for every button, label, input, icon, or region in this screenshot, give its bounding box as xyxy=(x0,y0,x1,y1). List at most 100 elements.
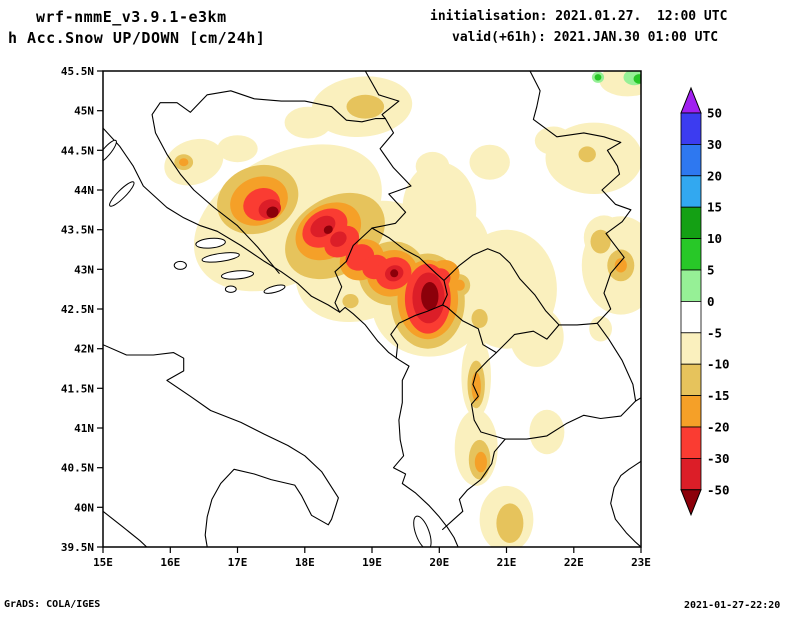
geography-layer xyxy=(103,71,641,547)
colorbar-segment xyxy=(680,363,702,397)
y-tick-label: 39.5N xyxy=(61,541,94,554)
country-border xyxy=(334,227,373,313)
snow-contour-blob xyxy=(509,306,564,367)
country-border xyxy=(442,304,560,354)
axes-layer: 15E 16E 17E 18E 19E 20E 21E 22E 23E 45.5N 45N 44.5N… xyxy=(61,65,651,569)
colorbar-tick-label: 10 xyxy=(707,231,722,246)
country-border xyxy=(371,118,412,229)
snow-contour-blob xyxy=(471,309,488,328)
island-outline xyxy=(195,237,226,249)
country-border xyxy=(364,71,400,120)
colorbar-segment xyxy=(680,426,702,459)
snow-contour-blob xyxy=(469,144,510,180)
x-tick-label: 22E xyxy=(564,556,584,569)
country-border xyxy=(596,173,632,324)
colorbar-tick-label: -15 xyxy=(707,388,730,403)
snow-contour-blob xyxy=(534,126,573,156)
product-title: h Acc.Snow UP/DOWN [cm/24h] xyxy=(8,29,266,47)
snow-contour-blob xyxy=(474,451,487,473)
snow-contour-blob xyxy=(284,106,332,139)
colorbar-segment xyxy=(680,300,702,334)
island-outline xyxy=(224,285,237,293)
snow-field-layer xyxy=(164,71,641,547)
valid-time-label: valid(+61h): 2021.JAN.30 01:00 UTC xyxy=(452,30,719,45)
y-tick-label: 44N xyxy=(74,184,94,197)
colorbar-tick-label: 50 xyxy=(707,106,722,121)
x-tick-label: 20E xyxy=(429,556,449,569)
y-tick-label: 40N xyxy=(74,501,94,514)
snow-contour-blob xyxy=(633,74,641,84)
snow-contour-blob xyxy=(342,294,359,309)
y-tick-label: 44.5N xyxy=(61,144,94,157)
island-outline xyxy=(103,139,117,165)
snow-contour-blob xyxy=(266,206,279,218)
x-tick-label: 16E xyxy=(160,556,180,569)
colorbar-tick-label: 5 xyxy=(707,263,715,278)
snow-contour-blob xyxy=(323,225,333,234)
colorbar-segment xyxy=(680,238,702,271)
snow-contour-blob xyxy=(415,151,450,181)
snow-contour-blob xyxy=(529,409,565,455)
x-tick-label: 23E xyxy=(631,556,651,569)
snow-contour-blob xyxy=(471,372,481,402)
snow-contour-blob xyxy=(164,138,224,186)
snow-contour-blob xyxy=(390,269,399,278)
snow-contour-blob xyxy=(330,231,347,247)
colorbar-segment xyxy=(680,457,702,491)
y-tick-label: 41.5N xyxy=(61,382,94,395)
country-border xyxy=(558,322,598,326)
y-tick-label: 43N xyxy=(74,263,94,276)
coastline xyxy=(103,344,339,547)
colorbar-segment xyxy=(680,206,702,239)
colorbar-segment xyxy=(680,395,702,428)
colorbar-tick-label: -30 xyxy=(707,451,730,466)
island-outline xyxy=(109,181,135,207)
grads-credit: GrADS: COLA/IGES xyxy=(4,599,101,610)
colorbar-segment xyxy=(680,112,702,145)
coastline xyxy=(103,510,148,547)
colorbar-segment xyxy=(680,175,702,208)
snow-contour-blob xyxy=(217,135,258,163)
x-tick-label: 18E xyxy=(295,556,315,569)
country-border xyxy=(371,227,445,281)
snow-contour-blob xyxy=(614,258,627,273)
country-border xyxy=(596,322,637,402)
island-outline xyxy=(413,515,432,547)
colorbar-segment xyxy=(680,269,702,302)
colorbar-tick-label: 15 xyxy=(707,200,722,215)
colorbar-segment xyxy=(680,332,702,365)
island-outline xyxy=(173,260,187,270)
coastline xyxy=(103,127,459,547)
coastline xyxy=(610,460,641,547)
country-border xyxy=(151,90,386,274)
country-border xyxy=(390,279,448,359)
x-tick-label: 17E xyxy=(228,556,248,569)
colorbar-below-min-arrow xyxy=(680,489,702,517)
country-border xyxy=(635,397,641,402)
country-border xyxy=(504,400,637,440)
colorbar-tick-label: -50 xyxy=(707,482,730,497)
snow-contour-blob xyxy=(346,94,385,119)
snow-contour-blob xyxy=(454,279,465,291)
colorbar-tick-label: -10 xyxy=(707,357,730,372)
x-tick-label: 15E xyxy=(93,556,113,569)
island-outline xyxy=(220,270,255,280)
colorbar-tick-label: 30 xyxy=(707,137,722,152)
colorbar-segment xyxy=(680,143,702,177)
country-border xyxy=(529,71,622,175)
y-tick-label: 45N xyxy=(74,105,94,118)
colorbar-tick-label: 0 xyxy=(707,294,715,309)
snow-contour-blob xyxy=(496,503,524,543)
country-border xyxy=(470,352,506,440)
model-title: wrf-nmmE_v3.9.1-e3km xyxy=(36,8,227,26)
island-outline xyxy=(201,252,240,263)
y-tick-label: 41N xyxy=(74,422,94,435)
colorbar-tick-label: 20 xyxy=(707,168,722,183)
colorbar-tick-label: -20 xyxy=(707,420,730,435)
y-tick-label: 42N xyxy=(74,343,94,356)
country-border xyxy=(443,248,560,326)
y-tick-label: 42.5N xyxy=(61,303,94,316)
country-border xyxy=(442,438,506,531)
